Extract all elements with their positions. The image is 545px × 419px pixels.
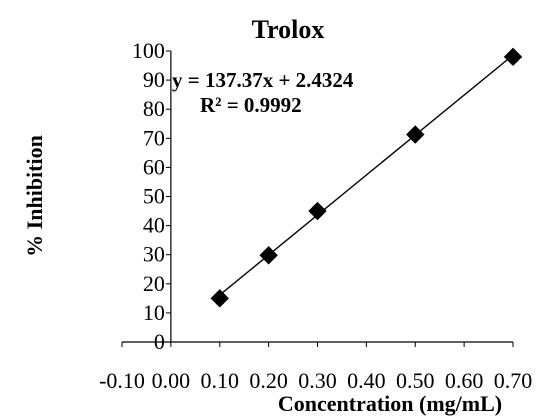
equation-annotation: y = 137.37x + 2.4324 (172, 68, 354, 92)
y-axis-label: % Inhibition (22, 135, 47, 257)
y-tick-label: 70 (143, 125, 165, 150)
x-tick-label: 0.50 (396, 368, 435, 393)
r-squared-annotation: R² = 0.9992 (200, 93, 302, 117)
data-point (308, 201, 327, 221)
x-axis-label: Concentration (mg/mL) (278, 391, 502, 416)
data-point (503, 47, 523, 67)
y-tick-label: 100 (132, 38, 165, 63)
y-tick-label: 50 (143, 184, 165, 209)
data-point (259, 246, 278, 265)
data-point (210, 289, 229, 308)
x-tick-label: 0.00 (152, 368, 191, 393)
x-tick-label: 0.70 (494, 368, 533, 393)
axes-layer: 0 10 20 30 40 50 60 70 80 90 100 -0.10 0.00 0.10 0.20 0… (99, 38, 532, 393)
chart-title: Trolox (252, 15, 325, 44)
y-tick-label: 10 (143, 300, 165, 325)
y-tick-label: 20 (143, 271, 165, 296)
x-tick-label: 0.20 (249, 368, 288, 393)
x-tick-label: -0.10 (99, 368, 145, 393)
y-tick-label: 0 (154, 329, 165, 354)
x-tick-label: 0.10 (201, 368, 240, 393)
y-tick-label: 60 (143, 154, 165, 179)
y-tick-label: 90 (143, 67, 165, 92)
data-point (406, 125, 425, 144)
y-tick-label: 30 (143, 242, 165, 267)
y-tick-label: 40 (143, 213, 165, 238)
x-tick-label: 0.40 (347, 368, 386, 393)
x-tick-label: 0.30 (298, 368, 337, 393)
data-marks-layer (210, 47, 523, 308)
x-tick-label: 0.60 (445, 368, 484, 393)
y-tick-label: 80 (143, 96, 165, 121)
